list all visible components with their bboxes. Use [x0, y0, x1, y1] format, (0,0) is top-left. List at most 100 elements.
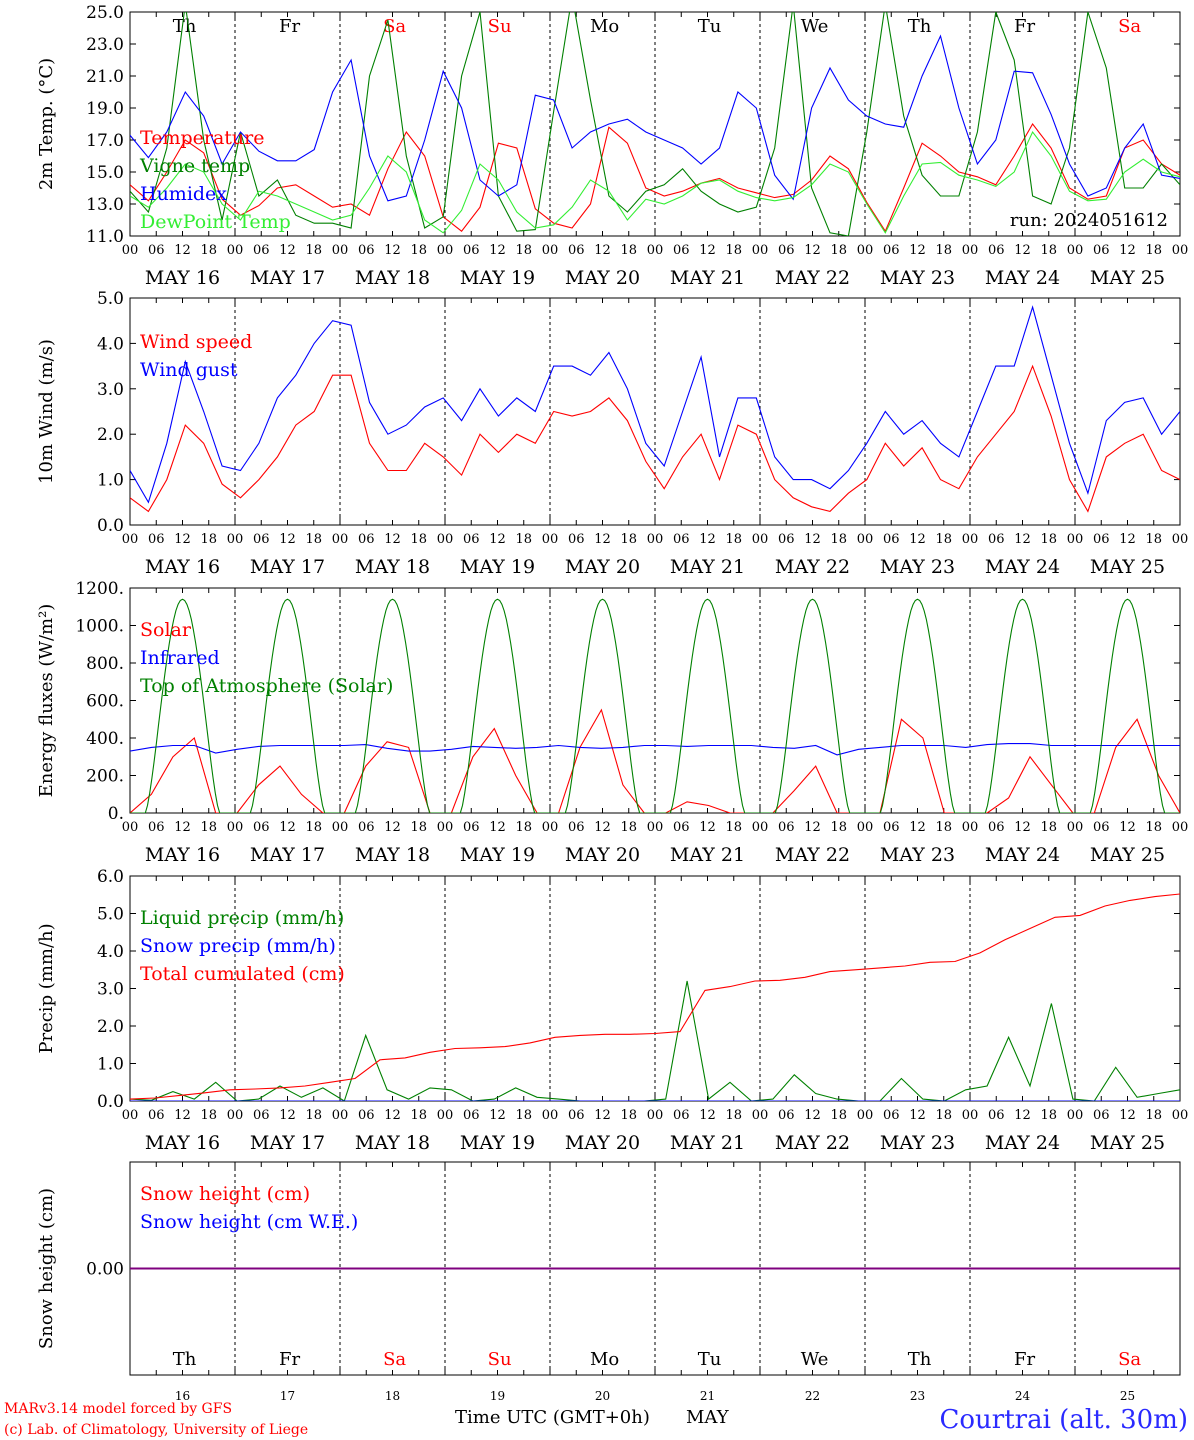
hour-tick-label: 12	[1014, 532, 1031, 547]
hour-tick-label: 00	[857, 532, 874, 547]
hour-tick-label: 12	[384, 820, 401, 835]
hour-tick-label: 00	[752, 532, 769, 547]
date-label: MAY 24	[985, 1132, 1060, 1154]
x-axis-title: Time UTC (GMT+0h)	[455, 1407, 650, 1428]
hour-tick-label: 06	[463, 532, 480, 547]
hour-tick-label: 18	[620, 532, 637, 547]
day-number-label: 23	[910, 1389, 925, 1403]
hour-tick-label: 18	[935, 243, 952, 258]
day-number-label: 20	[595, 1389, 610, 1403]
hour-tick-label: 18	[200, 1108, 217, 1123]
date-label: MAY 20	[565, 267, 640, 289]
series-group	[130, 305, 1180, 513]
hour-tick-label: 06	[1093, 820, 1110, 835]
date-label: MAY 23	[880, 267, 955, 289]
hour-tick-label: 12	[1119, 532, 1136, 547]
hour-tick-label: 06	[883, 820, 900, 835]
date-label: MAY 24	[985, 267, 1060, 289]
series-line-1	[130, 123, 1180, 233]
y-tick-label: 1200.	[75, 579, 124, 599]
hour-tick-label: 18	[1145, 1108, 1162, 1123]
hour-tick-label: 06	[358, 532, 375, 547]
weekday-label: Fr	[1014, 16, 1035, 37]
y-tick-label: 3.0	[97, 380, 124, 400]
hour-tick-label: 12	[384, 1108, 401, 1123]
hour-tick-label: 18	[1040, 532, 1057, 547]
hour-tick-label: 12	[489, 243, 506, 258]
x-axis-month: MAY	[686, 1407, 730, 1428]
date-label: MAY 16	[145, 267, 220, 289]
day-number-label: 19	[490, 1389, 505, 1403]
weekday-label: Sa	[1118, 1349, 1141, 1370]
hour-tick-label: 06	[988, 532, 1005, 547]
date-label: MAY 19	[460, 556, 535, 578]
series-group	[130, 12, 1180, 236]
hour-tick-label: 18	[1040, 1108, 1057, 1123]
y-tick-label: 200.	[86, 767, 124, 787]
y-tick-label: 0.0	[97, 1092, 124, 1112]
hour-tick-label: 12	[174, 1108, 191, 1123]
footer-credit-lab: (c) Lab. of Climatology, University of L…	[4, 1422, 308, 1438]
hour-tick-label: 06	[148, 1108, 165, 1123]
hour-tick-label: 18	[515, 1108, 532, 1123]
series-line-2	[130, 305, 1180, 504]
weekday-label: Th	[173, 16, 197, 37]
y-tick-label: 6.0	[97, 867, 124, 887]
y-axis-label: Precip (mm/h)	[36, 923, 57, 1053]
date-label: MAY 25	[1090, 844, 1165, 866]
series-line-3	[130, 598, 1180, 813]
hour-tick-label: 00	[857, 820, 874, 835]
y-tick-label: 800.	[86, 654, 124, 674]
y-tick-label: 1.0	[97, 1055, 124, 1075]
hour-tick-label: 18	[725, 243, 742, 258]
hour-tick-label: 06	[148, 532, 165, 547]
hour-tick-label: 06	[883, 532, 900, 547]
date-label: MAY 18	[355, 844, 430, 866]
hour-tick-label: 06	[463, 1108, 480, 1123]
hour-tick-label: 00	[227, 820, 244, 835]
hour-tick-label: 00	[1067, 243, 1084, 258]
y-tick-label: 4.0	[97, 942, 124, 962]
legend-entry: Humidex	[140, 183, 227, 205]
hour-tick-label: 12	[804, 1108, 821, 1123]
hour-tick-label: 12	[279, 1108, 296, 1123]
date-label: MAY 16	[145, 844, 220, 866]
station-name: Courtrai (alt. 30m)	[940, 1405, 1189, 1435]
day-number-label: 25	[1120, 1389, 1135, 1403]
hour-tick-label: 12	[804, 532, 821, 547]
hour-tick-label: 06	[568, 532, 585, 547]
date-label: MAY 16	[145, 1132, 220, 1154]
hour-tick-label: 12	[174, 532, 191, 547]
hour-tick-label: 00	[332, 820, 349, 835]
weekday-label: Fr	[1014, 1349, 1035, 1370]
hour-tick-label: 12	[279, 532, 296, 547]
hour-tick-label: 18	[1040, 820, 1057, 835]
hour-tick-label: 06	[253, 820, 270, 835]
day-number-label: 21	[700, 1389, 715, 1403]
date-label: MAY 22	[775, 1132, 850, 1154]
hour-tick-label: 00	[647, 243, 664, 258]
legend-entry: Wind gust	[140, 359, 238, 381]
date-label: MAY 19	[460, 1132, 535, 1154]
y-tick-label: 2.0	[97, 1017, 124, 1037]
hour-tick-label: 18	[515, 243, 532, 258]
legend-entry: Total cumulated (cm)	[140, 963, 345, 985]
hour-tick-label: 00	[962, 1108, 979, 1123]
hour-tick-label: 18	[305, 820, 322, 835]
hour-tick-label: 00	[122, 820, 139, 835]
hour-tick-label: 06	[1093, 1108, 1110, 1123]
weekday-label: Th	[908, 16, 932, 37]
hour-tick-label: 18	[200, 820, 217, 835]
date-label: MAY 25	[1090, 1132, 1165, 1154]
y-axis-label: 10m Wind (m/s)	[36, 339, 57, 484]
weekday-label: Mo	[590, 16, 619, 37]
date-label: MAY 21	[670, 844, 745, 866]
hour-tick-label: 00	[437, 820, 454, 835]
legend-entry: Liquid precip (mm/h)	[140, 907, 344, 929]
hour-tick-label: 06	[568, 1108, 585, 1123]
y-tick-label: 5.0	[97, 905, 124, 925]
hour-tick-label: 00	[122, 1108, 139, 1123]
series-line-1	[130, 708, 1180, 813]
y-tick-label: 13.0	[86, 195, 124, 215]
